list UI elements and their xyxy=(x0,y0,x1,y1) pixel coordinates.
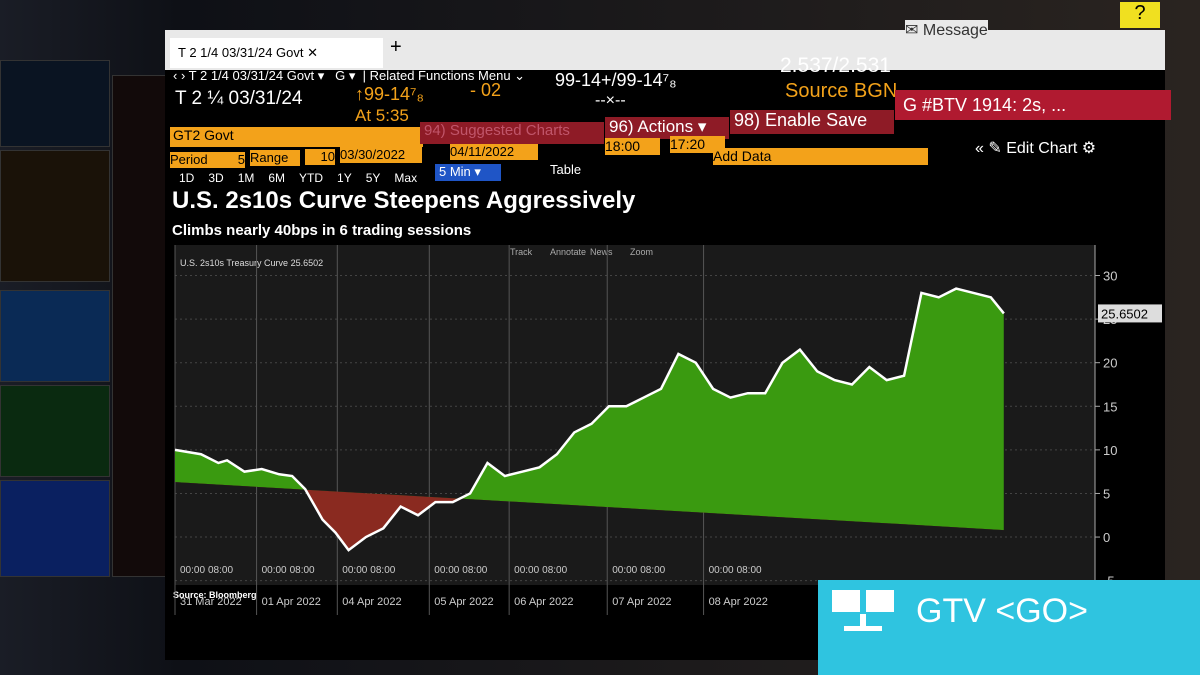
tab[interactable]: T 2 1/4 03/31/24 Govt ✕ xyxy=(170,38,383,68)
btv[interactable]: G #BTV 1914: 2s, ... xyxy=(895,90,1171,120)
period-button[interactable]: 3D xyxy=(208,171,224,185)
x-time-label: 00:00 xyxy=(709,565,734,576)
legend: U.S. 2s10s Treasury Curve 25.6502 xyxy=(180,258,323,268)
period-button[interactable]: Max xyxy=(394,171,418,185)
change: - 02 xyxy=(470,80,502,100)
x-time-label: 08:00 xyxy=(208,565,233,576)
x-tick-label: 31 Mar 2022 xyxy=(180,596,242,608)
bid-ask: 99-14+/99-14⁷₈ xyxy=(555,70,677,90)
side-screen xyxy=(0,480,110,577)
last-value-box xyxy=(1098,304,1162,323)
message-label: Message xyxy=(922,22,988,39)
period-button[interactable]: 1D xyxy=(179,171,195,185)
date-from[interactable]: 03/30/2022 xyxy=(340,147,422,163)
side-screen xyxy=(112,75,169,577)
y-tick-label: 15 xyxy=(1103,399,1117,414)
source-note: Source: Bloomberg xyxy=(173,590,257,600)
gt2[interactable]: GT2 Govt xyxy=(170,127,423,147)
side-screen xyxy=(0,290,110,382)
new-tab[interactable]: + xyxy=(390,36,402,58)
series-line xyxy=(174,287,1005,552)
x-time-label: 08:00 xyxy=(462,565,487,576)
x-time-label: 08:00 xyxy=(737,565,762,576)
badge: GTV <GO> xyxy=(818,580,1200,675)
x-time-label: 00:00 xyxy=(612,565,637,576)
x-time-label: 00:00 xyxy=(342,565,367,576)
x-time-label: 00:00 xyxy=(262,565,287,576)
chart-title: U.S. 2s10s Curve Steepens Aggressively xyxy=(172,187,636,214)
toolbar-item: Zoom xyxy=(630,247,653,257)
nav-bar xyxy=(165,70,1165,84)
actions[interactable]: 96) Actions ▾ xyxy=(605,117,729,139)
chart-subtitle: Climbs nearly 40bps in 6 trading session… xyxy=(172,222,471,239)
legend-name: U.S. 2s10s Treasury Curve xyxy=(180,258,288,268)
suggested[interactable]: 94) Suggested Charts xyxy=(420,122,604,144)
y-tick-label: 30 xyxy=(1103,269,1117,284)
x-time-label: 08:00 xyxy=(542,565,567,576)
x-tick-label: 05 Apr 2022 xyxy=(434,596,493,608)
yield: 2.537/2.531 xyxy=(780,54,891,77)
x-time-label: 00:00 xyxy=(434,565,459,576)
toolbar-item: Track xyxy=(510,247,533,257)
range-value[interactable]: 10 xyxy=(305,149,335,165)
badge-icon xyxy=(832,590,894,631)
related-menu[interactable]: Related Functions Menu xyxy=(369,68,511,83)
time-to[interactable]: 17:20 xyxy=(670,136,725,153)
x-time-label: 08:00 xyxy=(640,565,665,576)
price: ↑99-14⁷₈ xyxy=(355,84,425,104)
g-menu[interactable]: G xyxy=(335,68,346,83)
date-to[interactable]: 04/11/2022 xyxy=(450,144,538,160)
x-tick-label: 07 Apr 2022 xyxy=(612,596,671,608)
nav: ‹ › T 2 1/4 03/31/24 Govt ▾ G ▾ | Relate… xyxy=(173,68,526,83)
interval[interactable]: 5 Min ▾ xyxy=(435,164,501,181)
toolbar-item: News xyxy=(590,247,613,257)
x-time-label: 08:00 xyxy=(370,565,395,576)
table-button[interactable]: Table xyxy=(550,162,582,177)
x-tick-label: 04 Apr 2022 xyxy=(342,596,401,608)
ticker: T 2 ¼ 03/31/24 xyxy=(175,88,303,109)
time-from[interactable]: 18:00 xyxy=(605,138,660,155)
period-label: Period xyxy=(170,152,215,168)
x-time-label: 00:00 xyxy=(514,565,539,576)
y-tick-label: 10 xyxy=(1103,443,1117,458)
y-tick-label: 0 xyxy=(1103,530,1110,545)
mid: --×-- xyxy=(595,92,626,109)
enable-save[interactable]: 98) Enable Save xyxy=(730,110,894,134)
period-button[interactable]: 1Y xyxy=(337,171,352,185)
toolbar-item: Annotate xyxy=(550,247,586,257)
x-tick-label: 06 Apr 2022 xyxy=(514,596,573,608)
badge-label[interactable]: GTV <GO> xyxy=(916,592,1088,630)
help[interactable]: ? xyxy=(1120,2,1160,28)
x-tick-label: 08 Apr 2022 xyxy=(709,596,768,608)
period-button[interactable]: 1M xyxy=(237,171,255,185)
area-above xyxy=(175,288,1004,531)
x-time-label: 08:00 xyxy=(290,565,315,576)
edit-chart-label: Edit Chart xyxy=(1006,140,1078,157)
time: At 5:35 xyxy=(355,106,409,125)
edit-chart[interactable]: « ✎ Edit Chart ⚙ xyxy=(975,140,1097,157)
x-time-label: 00:00 xyxy=(180,565,205,576)
range-label: Range xyxy=(250,150,300,166)
y-tick-label: 20 xyxy=(1103,356,1117,371)
add-data[interactable]: Add Data xyxy=(713,148,928,165)
tab-label: T 2 1/4 03/31/24 Govt xyxy=(178,45,304,60)
y-tick-label: 5 xyxy=(1103,486,1110,501)
x-tick-label: 01 Apr 2022 xyxy=(262,596,321,608)
side-screen xyxy=(0,150,110,282)
last-value-label: 25.6502 xyxy=(1101,306,1148,321)
security[interactable]: T 2 1/4 03/31/24 Govt xyxy=(188,68,315,83)
source: Source BGN xyxy=(785,80,898,102)
period-button[interactable]: 6M xyxy=(268,171,286,185)
period-value[interactable]: 5 xyxy=(215,152,245,168)
side-screen xyxy=(0,385,110,477)
side-screen xyxy=(0,60,110,147)
period-buttons: 1D 3D 1M 6M YTD 1Y 5Y Max xyxy=(179,171,431,185)
message[interactable]: ✉ Message xyxy=(905,20,988,40)
legend-value: 25.6502 xyxy=(291,258,324,268)
period-button[interactable]: 5Y xyxy=(365,171,381,185)
period-button[interactable]: YTD xyxy=(299,171,324,185)
